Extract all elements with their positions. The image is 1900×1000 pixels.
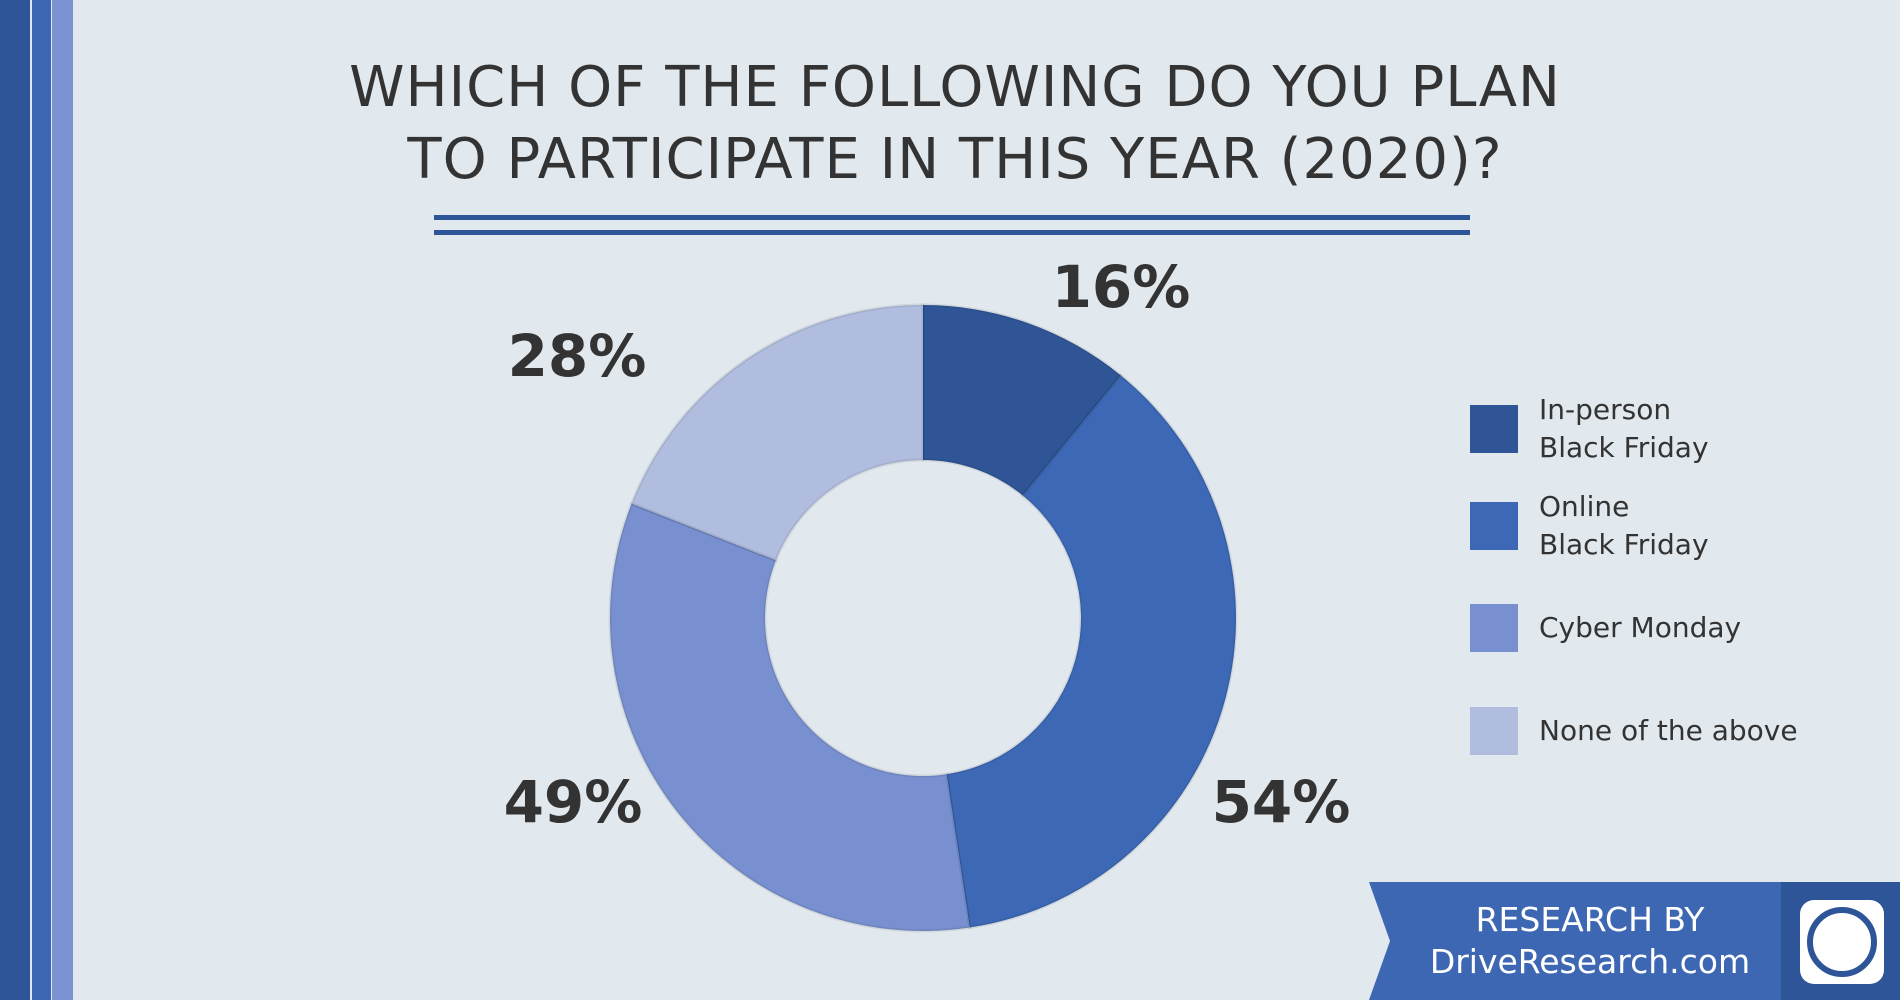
divider [434,230,1470,235]
stripe [52,0,73,1000]
legend-swatch [1470,707,1518,755]
footer-text: DriveResearch.com [1429,942,1751,981]
donut-slice [944,373,1238,930]
legend-label: None of the above [1539,714,1798,747]
legend-swatch [1470,405,1518,453]
donut-slice [608,501,972,933]
legend-swatch [1470,604,1518,652]
data-label: 54% [1212,768,1351,836]
legend-swatch [1470,502,1518,550]
stripe [0,0,30,1000]
data-label: 49% [504,768,643,836]
divider [434,215,1470,220]
legend-label: Online Black Friday [1539,490,1709,561]
donut-slice [921,303,1123,498]
stripe [32,0,51,1000]
footer-banner [1369,882,1781,1000]
legend-label: In-person Black Friday [1539,393,1709,464]
data-label: 16% [1052,253,1191,321]
logo-wheel [1807,907,1877,977]
legend-label: Cyber Monday [1539,611,1742,644]
chart-title: WHICH OF THE FOLLOWING DO YOU PLAN TO PA… [349,55,1561,192]
data-label: 28% [508,322,647,390]
footer-text: RESEARCH BY [1475,900,1705,939]
donut-slice [629,303,925,563]
